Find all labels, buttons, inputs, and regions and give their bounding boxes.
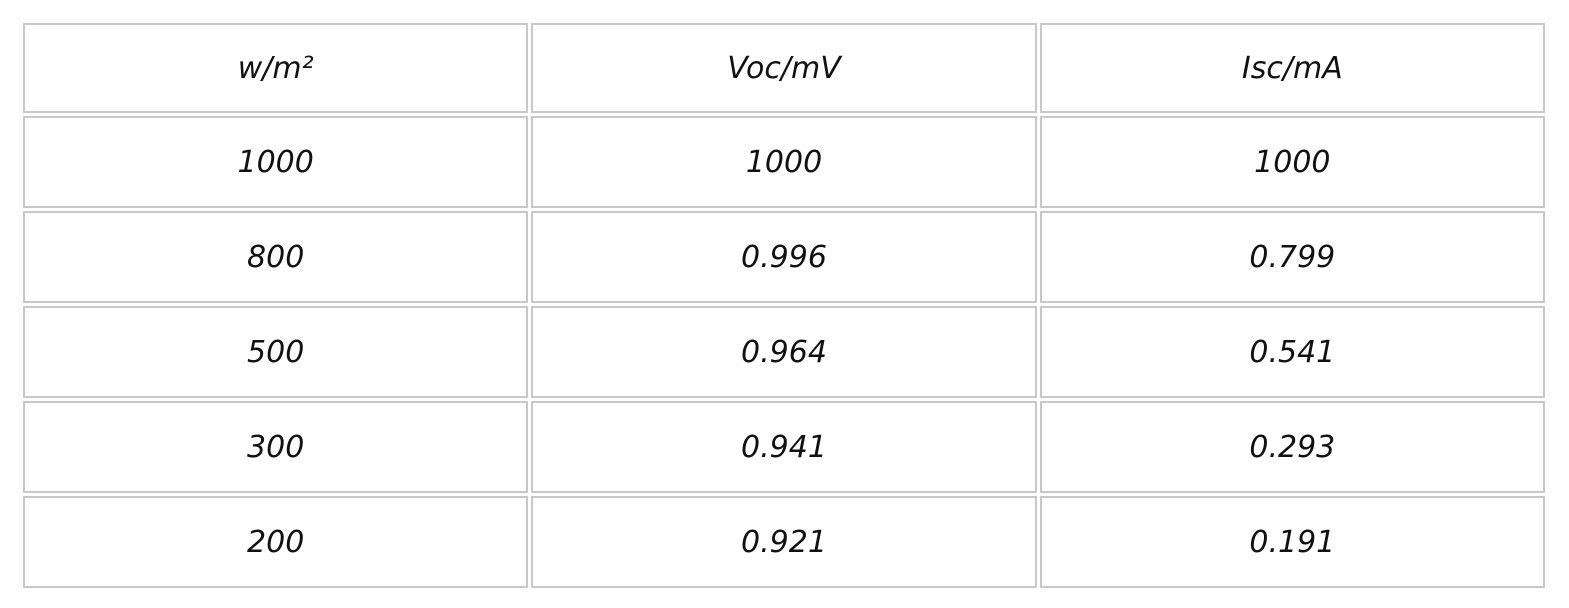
table-cell: 1000: [531, 116, 1037, 208]
column-header: Isc/mA: [1039, 23, 1545, 113]
table-cell: 0.964: [531, 306, 1037, 398]
table-cell: 1000: [1039, 116, 1545, 208]
table-row: 800 0.996 0.799: [23, 211, 1545, 303]
header-row: w/m² Voc/mV Isc/mA: [23, 23, 1545, 113]
table-cell: 1000: [23, 116, 529, 208]
table-cell: 0.996: [531, 211, 1037, 303]
table-cell: 500: [23, 306, 529, 398]
table-row: 1000 1000 1000: [23, 116, 1545, 208]
table-cell: 0.293: [1039, 401, 1545, 493]
table-cell: 0.191: [1039, 496, 1545, 588]
column-header: Voc/mV: [531, 23, 1037, 113]
table-cell: 0.941: [531, 401, 1037, 493]
data-table: w/m² Voc/mV Isc/mA 1000 1000 1000 800 0.…: [20, 20, 1548, 591]
table-cell: 0.541: [1039, 306, 1545, 398]
table-cell: 200: [23, 496, 529, 588]
table-row: 200 0.921 0.191: [23, 496, 1545, 588]
table-cell: 0.799: [1039, 211, 1545, 303]
table-cell: 0.921: [531, 496, 1037, 588]
column-header: w/m²: [23, 23, 529, 113]
table-row: 500 0.964 0.541: [23, 306, 1545, 398]
table-cell: 800: [23, 211, 529, 303]
table-cell: 300: [23, 401, 529, 493]
table-row: 300 0.941 0.293: [23, 401, 1545, 493]
